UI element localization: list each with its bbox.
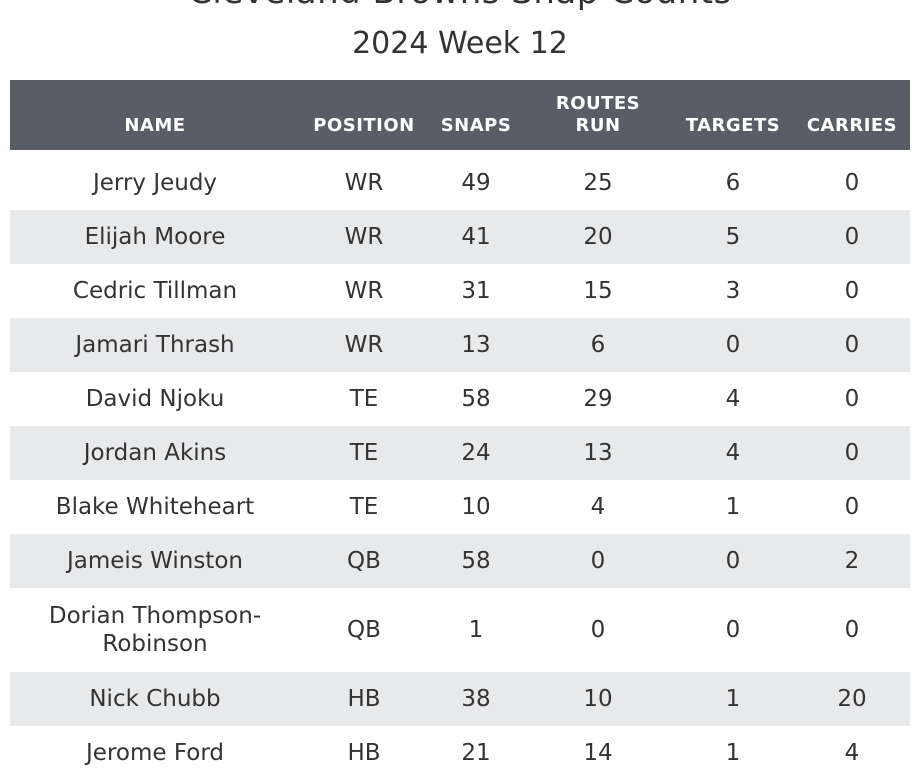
cell-position: TE xyxy=(349,386,379,412)
page-title: Cleveland Browns Snap Counts xyxy=(0,0,920,12)
cell-routes: 4 xyxy=(590,494,606,520)
cell-targets: 0 xyxy=(725,548,741,574)
cell-carries: 2 xyxy=(844,548,860,574)
cell-carries: 0 xyxy=(844,440,860,466)
cell-position: HB xyxy=(347,686,381,712)
routes-header-line2: RUN xyxy=(575,115,621,136)
page-subtitle: 2024 Week 12 xyxy=(352,26,568,61)
table-row: Jordan Akins TE 24 13 4 0 xyxy=(10,426,910,480)
cell-snaps: 38 xyxy=(461,686,491,712)
cell-routes: 14 xyxy=(583,740,613,766)
cell-position: TE xyxy=(349,440,379,466)
routes-header-line1: ROUTES xyxy=(555,93,641,114)
cell-routes: 20 xyxy=(583,224,613,250)
cell-routes: 13 xyxy=(583,440,613,466)
cell-routes: 6 xyxy=(590,332,606,358)
cell-snaps: 58 xyxy=(461,548,491,574)
cell-targets: 4 xyxy=(725,386,741,412)
cell-carries: 0 xyxy=(844,494,860,520)
cell-carries: 0 xyxy=(844,278,860,304)
cell-snaps: 31 xyxy=(461,278,491,304)
cell-position: WR xyxy=(344,332,384,358)
table-row: David Njoku TE 58 29 4 0 xyxy=(10,372,910,426)
cell-routes: 15 xyxy=(583,278,613,304)
cell-targets: 1 xyxy=(725,740,741,766)
cell-targets: 1 xyxy=(725,494,741,520)
cell-targets: 4 xyxy=(725,440,741,466)
cell-routes: 29 xyxy=(583,386,613,412)
table-row: Blake Whiteheart TE 10 4 1 0 xyxy=(10,480,910,534)
cell-carries: 20 xyxy=(837,686,867,712)
cell-carries: 0 xyxy=(844,224,860,250)
cell-name: Jerry Jeudy xyxy=(92,170,218,196)
column-header-carries: CARRIES xyxy=(806,115,898,136)
cell-carries: 4 xyxy=(844,740,860,766)
cell-routes: 10 xyxy=(583,686,613,712)
cell-snaps: 10 xyxy=(461,494,491,520)
cell-name: Blake Whiteheart xyxy=(55,494,255,520)
cell-snaps: 13 xyxy=(461,332,491,358)
cell-position: HB xyxy=(347,740,381,766)
cell-name: Jordan Akins xyxy=(83,440,227,466)
cell-targets: 0 xyxy=(725,332,741,358)
table-header-row: NAME POSITION SNAPS ROUTES RUN TARGETS CA… xyxy=(10,80,910,150)
cell-position: WR xyxy=(344,224,384,250)
table-row: Jameis Winston QB 58 0 0 2 xyxy=(10,534,910,588)
table-row: Jerry Jeudy WR 49 25 6 0 xyxy=(10,150,910,210)
cell-targets: 6 xyxy=(725,170,741,196)
cell-targets: 1 xyxy=(725,686,741,712)
column-header-routes-run: ROUTES RUN xyxy=(524,80,672,150)
cell-position: QB xyxy=(347,617,381,643)
table-row: Jerome Ford HB 21 14 1 4 xyxy=(10,726,910,780)
column-header-targets: TARGETS xyxy=(685,115,781,136)
cell-name: Jameis Winston xyxy=(67,548,243,574)
table-row: Cedric Tillman WR 31 15 3 0 xyxy=(10,264,910,318)
table-row: Nick Chubb HB 38 10 1 20 xyxy=(10,672,910,726)
cell-position: QB xyxy=(347,548,381,574)
cell-carries: 0 xyxy=(844,386,860,412)
cell-carries: 0 xyxy=(844,617,860,643)
cell-snaps: 21 xyxy=(461,740,491,766)
cell-carries: 0 xyxy=(844,332,860,358)
cell-carries: 0 xyxy=(844,170,860,196)
cell-targets: 0 xyxy=(725,617,741,643)
table-row: Dorian Thompson-Robinson QB 1 0 0 0 xyxy=(10,588,910,672)
table-row: Elijah Moore WR 41 20 5 0 xyxy=(10,210,910,264)
cell-snaps: 1 xyxy=(468,617,484,643)
cell-routes: 0 xyxy=(590,548,606,574)
cell-targets: 3 xyxy=(725,278,741,304)
snap-counts-table: NAME POSITION SNAPS ROUTES RUN TARGETS CA… xyxy=(10,80,910,780)
cell-name: David Njoku xyxy=(85,386,225,412)
cell-name: Dorian Thompson-Robinson xyxy=(48,603,262,657)
table-row: Jamari Thrash WR 13 6 0 0 xyxy=(10,318,910,372)
cell-name: Jamari Thrash xyxy=(75,332,235,358)
cell-position: WR xyxy=(344,170,384,196)
column-header-snaps: SNAPS xyxy=(440,115,512,136)
column-header-name: NAME xyxy=(124,115,186,136)
cell-name: Nick Chubb xyxy=(89,686,221,712)
cell-name: Jerome Ford xyxy=(86,740,224,766)
cell-snaps: 24 xyxy=(461,440,491,466)
cell-snaps: 41 xyxy=(461,224,491,250)
cell-snaps: 49 xyxy=(461,170,491,196)
cell-targets: 5 xyxy=(725,224,741,250)
cell-position: TE xyxy=(349,494,379,520)
cell-name: Elijah Moore xyxy=(84,224,226,250)
cell-position: WR xyxy=(344,278,384,304)
cell-name: Cedric Tillman xyxy=(72,278,238,304)
cell-routes: 0 xyxy=(590,617,606,643)
column-header-position: POSITION xyxy=(313,115,415,136)
cell-snaps: 58 xyxy=(461,386,491,412)
cell-routes: 25 xyxy=(583,170,613,196)
